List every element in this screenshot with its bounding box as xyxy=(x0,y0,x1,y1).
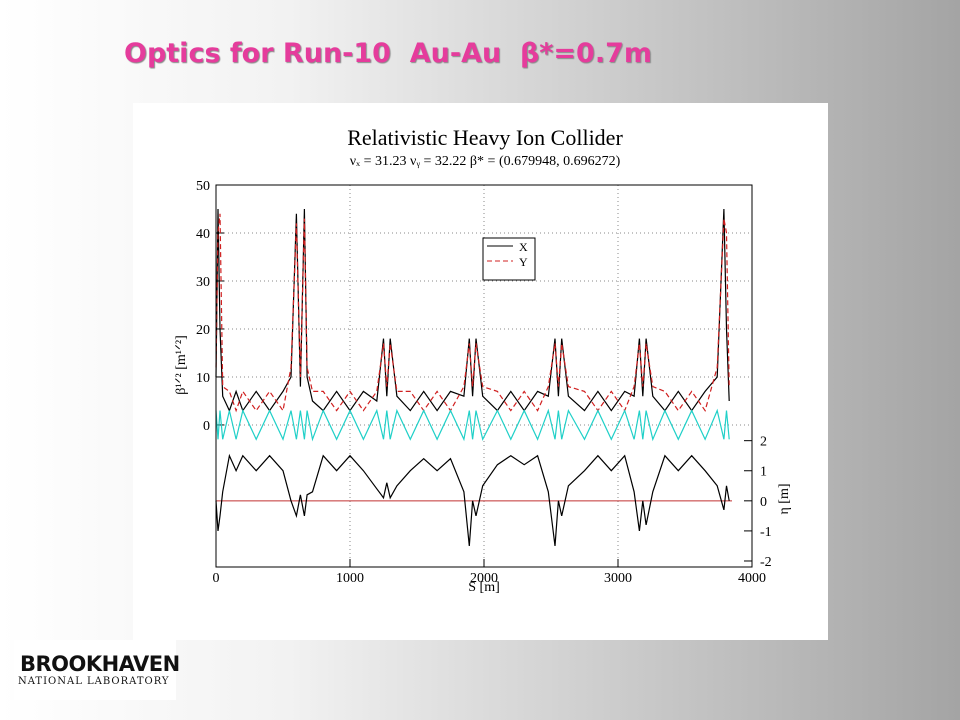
y2-tick-label: 1 xyxy=(760,465,767,480)
chart: Relativistic Heavy Ion Collider νₓ = 31.… xyxy=(133,103,828,640)
y2-tick-label: -1 xyxy=(760,525,772,540)
y2-tick-label: 0 xyxy=(760,495,767,510)
legend-label: X xyxy=(519,240,528,254)
y2-tick-label: -2 xyxy=(760,555,772,570)
y-tick-label: 30 xyxy=(196,275,210,290)
series-line xyxy=(215,213,730,413)
legend-label: Y xyxy=(519,255,528,269)
y-tick-label: 10 xyxy=(196,371,210,386)
chart-subtitle: νₓ = 31.23 νᵧ = 32.22 β* = (0.679948, 0.… xyxy=(350,154,621,169)
plot-frame xyxy=(215,184,753,568)
chart-title: Relativistic Heavy Ion Collider xyxy=(347,125,623,150)
y-tick-label: 50 xyxy=(196,179,210,194)
slide-title: Optics for Run-10 Au-Au β*=0.7m xyxy=(124,38,653,69)
legend: XY xyxy=(482,237,536,281)
series-line xyxy=(215,408,730,442)
x-tick-label: 2000 xyxy=(470,571,498,586)
y-axis-label: β¹ᐟ² [m¹ᐟ²] xyxy=(174,335,189,394)
logo-name: BROOKHAVEN xyxy=(20,652,180,676)
y-tick-label: 0 xyxy=(203,419,210,434)
x-tick-label: 1000 xyxy=(336,571,364,586)
legend-box xyxy=(482,237,536,281)
x-tick-label: 0 xyxy=(213,571,220,586)
x-tick-label: 3000 xyxy=(604,571,632,586)
x-axis-label: S [m] xyxy=(468,580,500,595)
y2-tick-label: 2 xyxy=(760,435,767,450)
logo: BROOKHAVEN NATIONAL LABORATORY xyxy=(14,640,180,700)
y-tick-label: 40 xyxy=(196,227,210,242)
logo-subtitle: NATIONAL LABORATORY xyxy=(18,676,170,687)
x-tick-label: 4000 xyxy=(738,571,766,586)
series-line xyxy=(215,453,730,546)
y2-axis-label: η [m] xyxy=(777,483,792,514)
y-tick-label: 20 xyxy=(196,323,210,338)
